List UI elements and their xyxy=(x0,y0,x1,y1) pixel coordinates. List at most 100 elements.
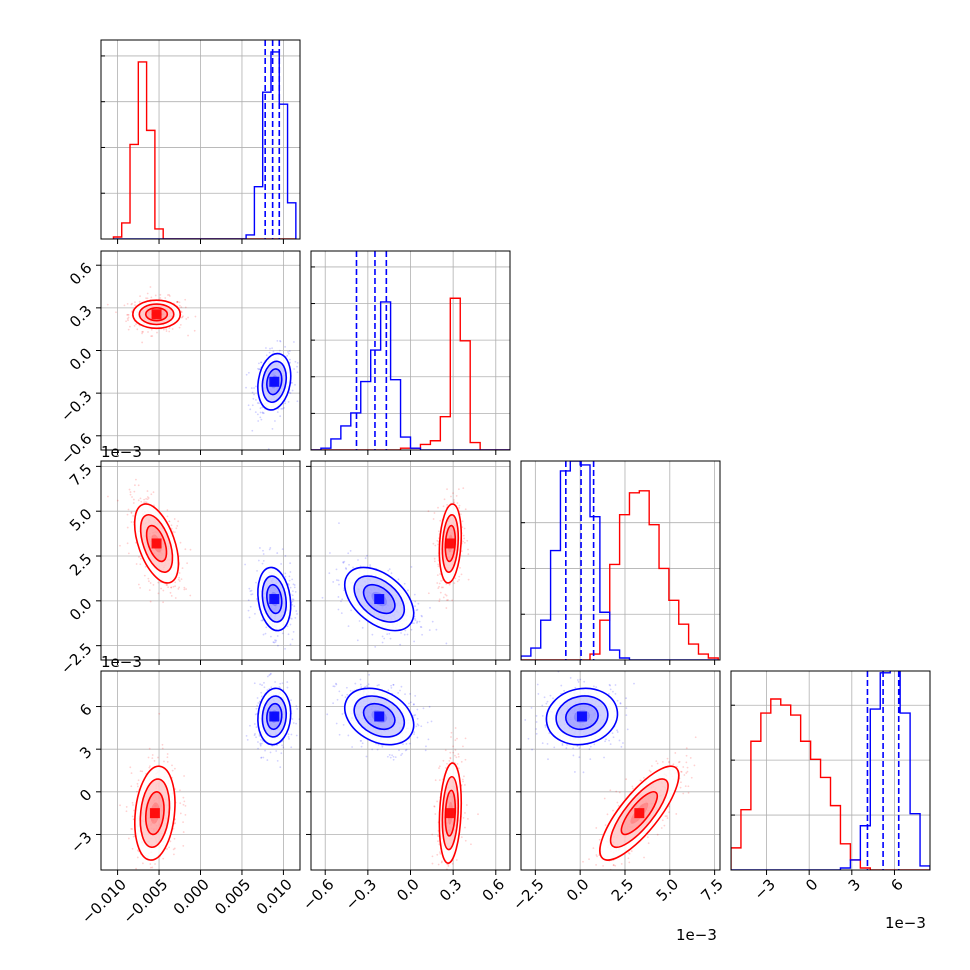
scatter-point xyxy=(184,306,187,309)
scatter-point xyxy=(272,641,275,644)
scatter-point xyxy=(133,324,136,327)
scatter-point xyxy=(603,871,605,873)
scatter-point xyxy=(149,582,152,584)
scatter-point xyxy=(328,572,331,575)
scatter-point xyxy=(132,818,135,821)
scatter-point xyxy=(131,302,133,305)
scatter-point xyxy=(277,644,279,647)
scatter-point xyxy=(435,628,438,631)
scatter-point xyxy=(249,605,252,608)
scatter-point xyxy=(132,835,135,838)
scatter-point xyxy=(276,635,279,637)
scatter-point xyxy=(288,575,291,578)
scatter-point xyxy=(412,703,415,706)
scatter-point xyxy=(259,407,262,410)
scatter-point xyxy=(438,779,441,782)
scatter-point xyxy=(392,683,395,686)
scatter-point xyxy=(663,824,666,827)
scatter-point xyxy=(256,704,259,707)
scatter-point xyxy=(437,840,439,843)
scatter-point xyxy=(386,755,389,758)
scatter-point xyxy=(171,764,173,767)
scatter-point xyxy=(134,484,136,487)
scatter-point xyxy=(176,301,179,303)
scatter-point xyxy=(174,597,177,599)
scatter-point xyxy=(132,514,134,517)
scatter-point xyxy=(413,622,415,625)
scatter-point xyxy=(452,492,454,495)
scatter-point xyxy=(431,855,434,858)
scatter-point xyxy=(537,693,540,695)
scatter-point xyxy=(376,748,379,751)
scatter-point xyxy=(166,848,168,850)
scatter-point xyxy=(174,581,177,584)
scatter-point xyxy=(342,723,345,726)
scatter-point xyxy=(302,617,304,619)
scatter-point xyxy=(449,751,452,754)
scatter-point xyxy=(466,539,469,542)
scatter-point xyxy=(251,391,254,394)
scatter-point xyxy=(360,686,363,689)
scatter-point xyxy=(284,647,286,650)
scatter-point xyxy=(338,522,340,524)
scatter-point xyxy=(347,734,350,737)
scatter-point xyxy=(126,542,129,545)
scatter-point xyxy=(694,736,697,739)
scatter-point xyxy=(157,581,160,584)
scatter-point xyxy=(574,686,577,689)
panel-3-0 xyxy=(96,670,301,875)
scatter-point xyxy=(536,683,539,686)
scatter-point xyxy=(342,562,345,564)
scatter-point xyxy=(276,552,279,554)
scatter-point xyxy=(561,744,564,747)
scatter-point xyxy=(296,613,298,615)
scatter-point xyxy=(129,766,132,769)
scatter-point xyxy=(251,404,254,407)
scatter-point xyxy=(278,349,281,352)
scatter-point xyxy=(430,720,433,723)
scatter-point xyxy=(166,760,169,763)
scatter-point xyxy=(173,822,176,825)
y-tick-label: 3 xyxy=(76,743,95,762)
scatter-point xyxy=(418,620,421,623)
scatter-point xyxy=(160,587,163,590)
scatter-point xyxy=(179,789,181,792)
scatter-point xyxy=(140,500,143,503)
scatter-point xyxy=(257,367,259,370)
scatter-point xyxy=(184,548,187,551)
scatter-point xyxy=(686,766,689,769)
scatter-point xyxy=(286,681,289,683)
scatter-point xyxy=(132,804,134,806)
scatter-point xyxy=(183,800,186,803)
scatter-point xyxy=(595,863,597,866)
scatter-point xyxy=(168,520,171,523)
scatter-point xyxy=(269,347,271,350)
scatter-point xyxy=(569,677,572,679)
scatter-point xyxy=(171,328,174,330)
scatter-point xyxy=(151,335,154,337)
scatter-point xyxy=(462,780,464,783)
scatter-point xyxy=(544,724,547,727)
scatter-point xyxy=(127,508,130,511)
scatter-point xyxy=(436,800,439,803)
x-tick-label: 7.5 xyxy=(697,875,727,905)
scatter-point xyxy=(578,756,581,759)
scatter-point xyxy=(643,776,645,779)
scatter-point xyxy=(412,703,415,705)
scatter-point xyxy=(291,638,294,641)
scatter-point xyxy=(141,332,143,335)
scatter-point xyxy=(289,623,292,626)
scatter-point xyxy=(593,743,596,746)
scatter-point xyxy=(259,547,261,549)
scatter-point xyxy=(187,334,189,337)
scatter-point xyxy=(296,361,299,364)
scatter-point xyxy=(127,328,130,331)
scatter-point xyxy=(141,862,144,865)
scatter-point xyxy=(449,756,452,759)
scatter-point xyxy=(147,497,150,499)
scatter-point xyxy=(454,749,457,751)
scatter-point xyxy=(296,707,299,710)
scatter-point xyxy=(180,578,183,581)
scatter-point xyxy=(447,865,450,867)
scatter-point xyxy=(381,745,384,748)
